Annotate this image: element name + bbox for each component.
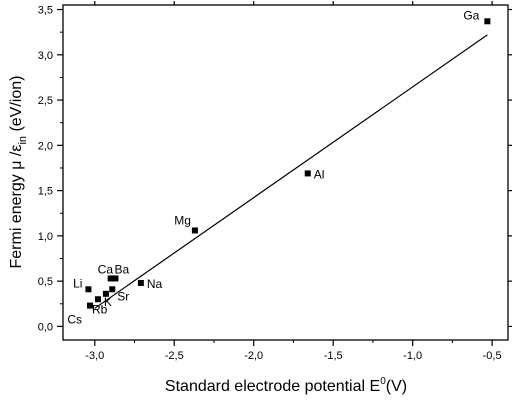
x-tick-label: -1,0	[403, 350, 422, 362]
point-k	[102, 290, 109, 297]
label-ga: Ga	[463, 8, 479, 22]
y-tick-label: 0,0	[38, 321, 53, 333]
point-cs	[87, 302, 94, 309]
x-tick-label: -2,0	[244, 350, 263, 362]
x-tick-label: -1,5	[324, 350, 343, 362]
y-tick-label: 2,5	[38, 95, 53, 107]
y-tick-label: 1,5	[38, 186, 53, 198]
fit-line	[94, 34, 488, 309]
point-labels: Ga Al Mg Na Ca Ba Sr KRb Cs Li	[67, 8, 479, 326]
y-tick-label: 1,0	[38, 231, 53, 243]
x-tick-label: -0,5	[483, 350, 502, 362]
label-mg: Mg	[174, 213, 191, 227]
point-ga	[484, 18, 491, 25]
label-ca: Ca	[98, 262, 114, 276]
point-ba	[112, 275, 119, 282]
y-axis-title: Fermi energy μ /εin (eV/ion)	[8, 76, 29, 269]
label-rb: Rb	[92, 302, 108, 316]
point-al	[304, 170, 311, 177]
y-tick-label: 3,5	[38, 5, 53, 17]
x-tick-label: -2,5	[165, 350, 184, 362]
label-al: Al	[314, 167, 325, 181]
point-mg	[191, 227, 198, 234]
plot-frame	[62, 4, 509, 341]
x-axis-title: Standard electrode potential E0(V)	[165, 376, 407, 395]
y-tick-label: 2,0	[38, 140, 53, 152]
label-na: Na	[147, 277, 163, 291]
label-cs: Cs	[67, 313, 82, 327]
point-rb	[94, 296, 101, 303]
label-k: K	[104, 295, 112, 309]
point-ca	[107, 275, 114, 282]
data-points	[85, 18, 491, 309]
x-tick-label: -3,0	[85, 350, 104, 362]
point-na	[137, 279, 144, 286]
y-tick-label: 0,5	[38, 276, 53, 288]
label-ba: Ba	[114, 262, 129, 276]
label-sr: Sr	[117, 289, 129, 303]
y-tick-label: 3,0	[38, 50, 53, 62]
axis-ticks	[57, 1, 512, 346]
label-li: Li	[73, 276, 82, 290]
axis-tick-labels: -3,0 -2,5 -2,0 -1,5 -1,0 -0,5 0,0 0,5 1,0 1,5 2,0 2…	[38, 5, 502, 362]
point-sr	[109, 286, 116, 293]
point-li	[85, 286, 92, 293]
